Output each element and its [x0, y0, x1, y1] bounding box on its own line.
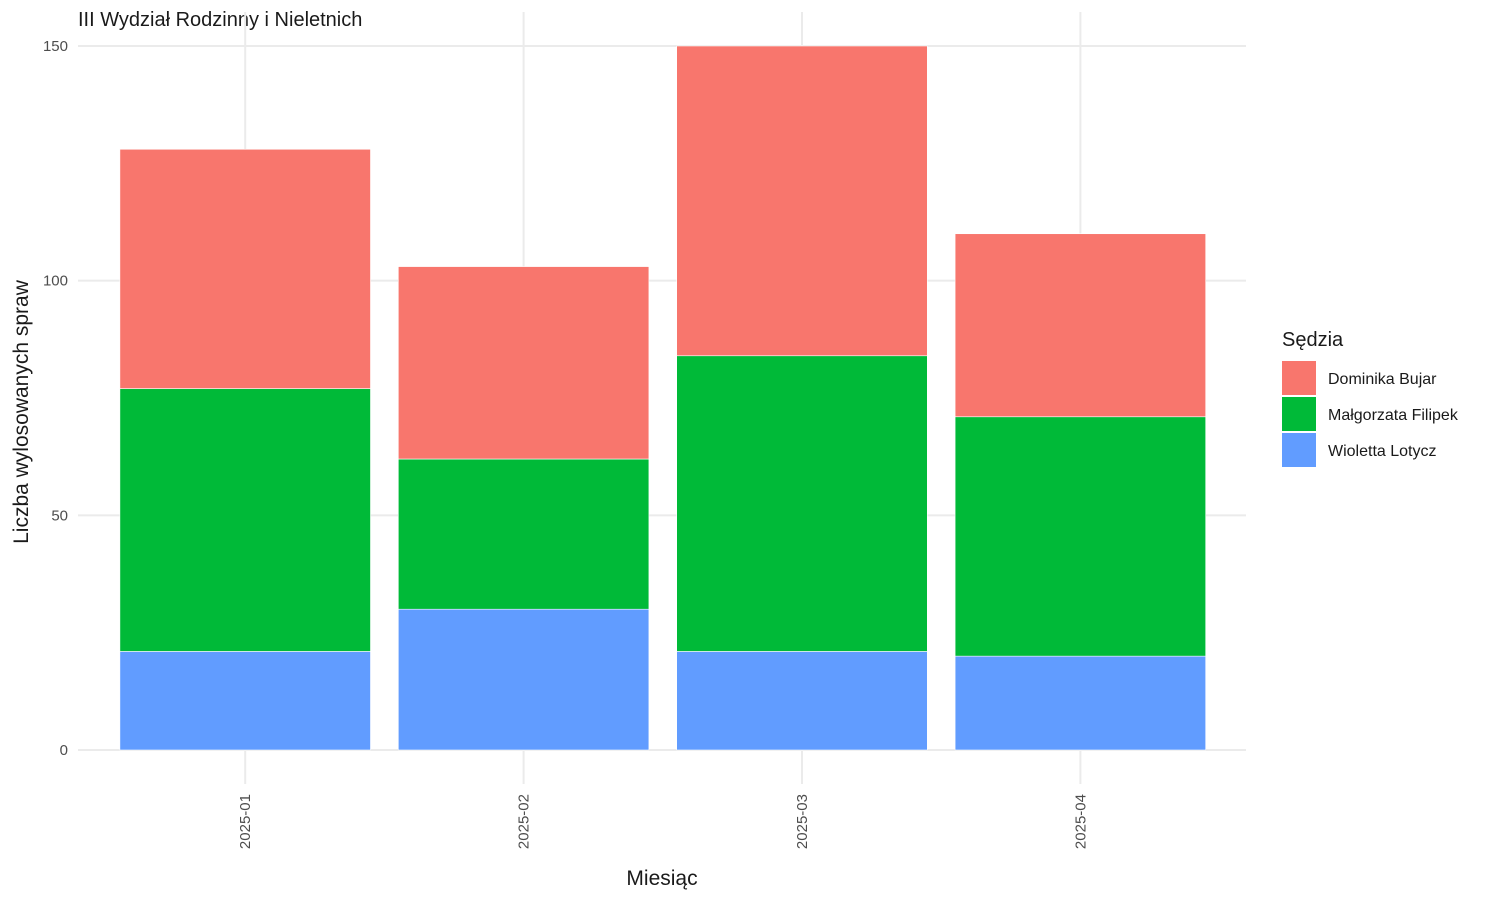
bar-segment [676, 45, 928, 357]
legend-label: Wioletta Lotycz [1328, 443, 1436, 460]
y-tick-label: 150 [43, 38, 68, 55]
legend-swatch [1282, 397, 1316, 431]
legend-items: Dominika Bujar Małgorzata Filipek Wioletta… [1282, 361, 1459, 467]
bar-segment [954, 416, 1206, 657]
bar-segment [954, 233, 1206, 418]
x-tick-label: 2025-01 [237, 794, 254, 849]
y-tick-label: 0 [60, 742, 68, 759]
legend-label: Dominika Bujar [1328, 371, 1437, 388]
x-axis-title: Miesiąc [626, 867, 697, 890]
chart-title: III Wydział Rodzinny i Nieletnich [78, 9, 362, 31]
legend-title: Sędzia [1282, 329, 1344, 351]
bar-segment [397, 266, 650, 460]
x-axis-ticks: 2025-01 2025-02 2025-03 2025-04 [237, 794, 1089, 849]
y-axis-ticks: 0 50 100 150 [43, 38, 68, 759]
bar-segment [676, 355, 928, 652]
x-tick-label: 2025-04 [1072, 794, 1089, 849]
legend: Sędzia Dominika Bujar Małgorzata Filipek W… [1282, 329, 1459, 467]
x-tick-label: 2025-03 [794, 794, 811, 849]
y-tick-label: 100 [43, 273, 68, 290]
y-axis-title: Liczba wylosowanych spraw [10, 279, 33, 544]
legend-swatch [1282, 361, 1316, 395]
legend-label: Małgorzata Filipek [1328, 407, 1459, 424]
bar-segment [397, 458, 650, 610]
x-tick-label: 2025-02 [516, 794, 533, 849]
y-tick-label: 50 [51, 507, 68, 524]
bar-segment [397, 608, 650, 751]
bar-segment [954, 655, 1206, 751]
bars [119, 45, 1206, 751]
bar-segment [676, 651, 928, 751]
bar-segment [119, 651, 371, 751]
legend-swatch [1282, 433, 1316, 467]
bar-segment [119, 388, 371, 652]
bar-segment [119, 148, 371, 389]
